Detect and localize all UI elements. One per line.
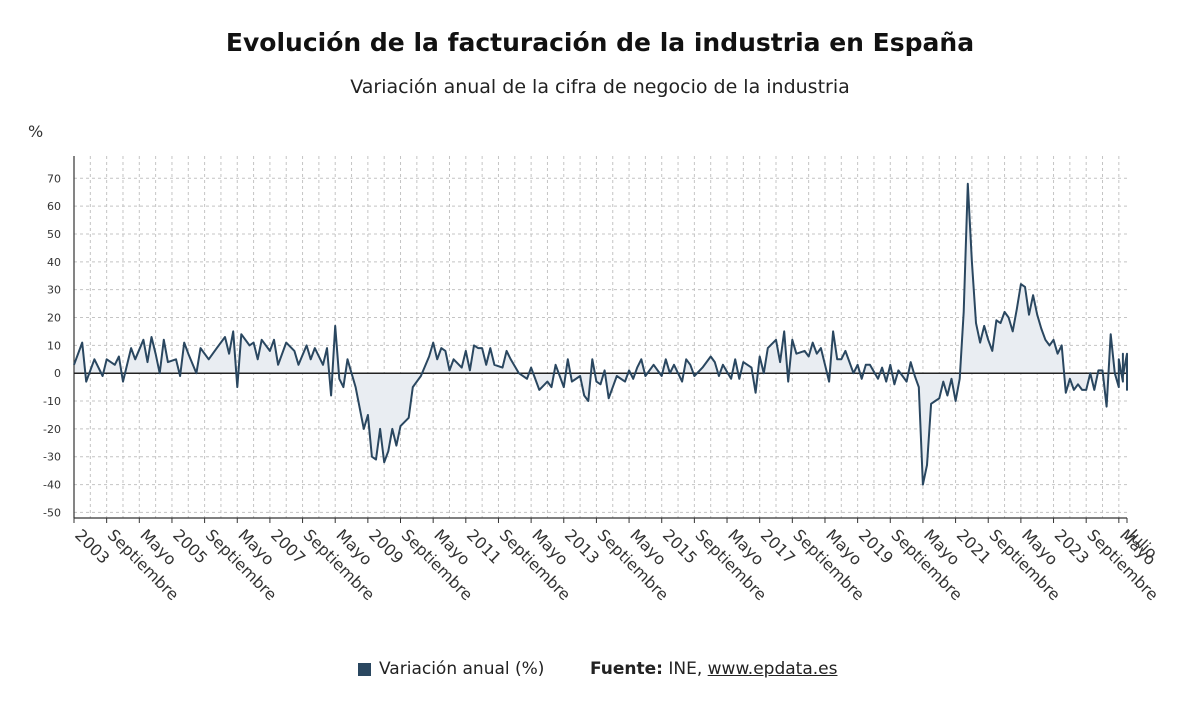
chart-title: Evolución de la facturación de la indust…: [225, 28, 975, 57]
source-label: Fuente:: [590, 659, 663, 679]
y-tick-label: 60: [47, 200, 61, 213]
x-tick-labels: 2003SeptiembreMayo2005SeptiembreMayo2007…: [71, 525, 1162, 605]
x-tick-label: 2011: [463, 525, 505, 567]
y-tick-label: 0: [54, 367, 61, 380]
series-line-layer: [73, 182, 1128, 486]
y-tick-label: 70: [47, 172, 61, 185]
x-tick-label: 2003: [71, 525, 113, 567]
legend-swatch: [358, 662, 371, 676]
x-tick-label: 2007: [267, 525, 309, 567]
x-tick-label: 2015: [659, 525, 701, 567]
chart-subtitle: Variación anual de la cifra de negocio d…: [350, 76, 850, 98]
y-tick-label: 20: [47, 312, 61, 325]
y-tick-label: -40: [43, 479, 61, 492]
y-tick-label: 40: [47, 256, 61, 269]
source-note: Fuente: INE, www.epdata.es: [590, 659, 837, 679]
y-tick-label: -50: [43, 506, 61, 519]
y-axis-unit-label: %: [28, 122, 44, 141]
y-tick-label: -20: [43, 423, 61, 436]
y-tick-label: 30: [47, 284, 61, 297]
y-tick-labels: 70 60 50 40 30 20 10 0 -10 -20 -30 -40 -50: [43, 172, 61, 519]
x-tick-label: 2005: [169, 525, 211, 567]
series-line: [73, 182, 1128, 486]
x-tick-label: 2013: [561, 525, 603, 567]
y-tick-label: 50: [47, 228, 61, 241]
axes: [73, 156, 1128, 523]
y-tick-label: -10: [43, 395, 61, 408]
legend: Variación anual (%): [358, 659, 544, 679]
x-tick-label: 2017: [757, 525, 799, 567]
y-tick-label: -30: [43, 451, 61, 464]
x-tick-label: 2009: [365, 525, 407, 567]
source-link[interactable]: www.epdata.es: [707, 659, 838, 679]
x-tick-label: 2019: [855, 525, 897, 567]
legend-label: Variación anual (%): [379, 659, 545, 679]
x-tick-label: 2021: [953, 525, 995, 567]
x-tick-label: 2023: [1051, 525, 1093, 567]
y-tick-label: 10: [47, 339, 61, 352]
source-text: INE,: [662, 659, 708, 679]
